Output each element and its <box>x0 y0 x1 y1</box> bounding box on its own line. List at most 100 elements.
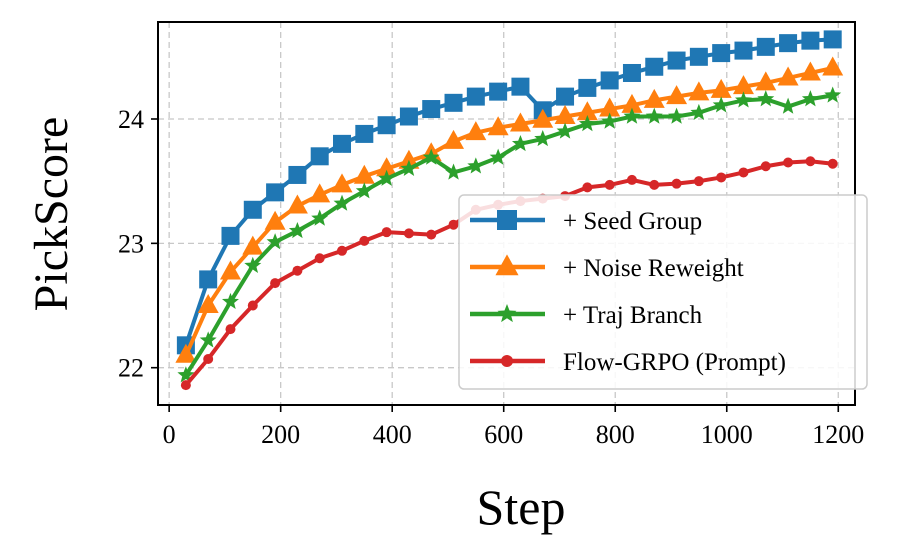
data-point-seed-group <box>422 100 441 119</box>
data-point-seed-group <box>801 31 820 50</box>
data-point-seed-group <box>645 57 664 76</box>
data-point-noise-reweight <box>755 71 777 91</box>
data-point-seed-group <box>823 30 842 49</box>
data-point-noise-reweight <box>688 81 710 101</box>
data-point-flow-grpo-prompt <box>760 161 771 172</box>
legend-swatch-marker <box>501 355 513 367</box>
data-point-flow-grpo-prompt <box>426 229 437 240</box>
data-point-seed-group <box>622 63 641 82</box>
legend-label: + Seed Group <box>563 208 702 235</box>
data-point-flow-grpo-prompt <box>225 324 236 335</box>
data-point-traj-branch <box>690 103 708 120</box>
data-point-seed-group <box>734 41 753 60</box>
data-point-flow-grpo-prompt <box>671 178 682 189</box>
x-axis-title: Step <box>477 479 566 535</box>
data-point-flow-grpo-prompt <box>381 227 392 238</box>
data-point-noise-reweight <box>554 105 576 125</box>
data-point-flow-grpo-prompt <box>805 156 816 167</box>
data-point-flow-grpo-prompt <box>247 300 258 311</box>
data-point-seed-group <box>288 165 307 184</box>
data-point-traj-branch <box>601 112 619 129</box>
x-tick-label: 200 <box>261 420 300 449</box>
data-point-noise-reweight <box>465 121 487 141</box>
legend: + Seed Group + Noise Reweight + Traj Branc… <box>458 194 868 390</box>
data-point-seed-group <box>667 51 686 70</box>
data-point-flow-grpo-prompt <box>292 265 303 276</box>
series-seed-group <box>176 30 842 355</box>
data-point-noise-reweight <box>621 93 643 113</box>
data-point-flow-grpo-prompt <box>448 219 459 230</box>
data-point-traj-branch <box>333 194 351 211</box>
legend-frame <box>458 194 868 390</box>
data-point-traj-branch <box>422 148 440 165</box>
data-point-traj-branch <box>199 331 217 348</box>
x-tick-label: 600 <box>484 420 523 449</box>
y-tick-label: 22 <box>118 354 144 383</box>
data-point-noise-reweight <box>509 112 531 132</box>
data-point-traj-branch <box>734 91 752 108</box>
data-point-noise-reweight <box>666 85 688 105</box>
data-point-noise-reweight <box>643 88 665 108</box>
data-point-flow-grpo-prompt <box>604 179 615 190</box>
x-tick-label: 0 <box>163 420 176 449</box>
data-point-noise-reweight <box>710 78 732 98</box>
data-point-noise-reweight <box>777 66 799 86</box>
legend-label: + Traj Branch <box>563 302 703 329</box>
legend-entry-seed-group: + Seed Group <box>470 208 702 235</box>
data-point-traj-branch <box>355 182 373 199</box>
data-point-seed-group <box>266 183 285 202</box>
data-point-flow-grpo-prompt <box>359 235 370 246</box>
legend-entry-flow-grpo-prompt: Flow-GRPO (Prompt) <box>470 349 786 376</box>
data-point-noise-reweight <box>599 97 621 117</box>
data-point-traj-branch <box>645 107 663 124</box>
data-point-seed-group <box>511 77 530 96</box>
data-point-traj-branch <box>511 134 529 152</box>
data-point-seed-group <box>333 134 352 153</box>
data-point-seed-group <box>689 47 708 66</box>
data-point-noise-reweight <box>242 235 264 255</box>
data-point-seed-group <box>377 116 396 135</box>
data-point-traj-branch <box>222 292 239 310</box>
data-point-traj-branch <box>244 256 262 273</box>
data-point-noise-reweight <box>309 183 331 203</box>
data-point-traj-branch <box>668 107 686 124</box>
data-point-flow-grpo-prompt <box>693 176 704 187</box>
data-point-noise-reweight <box>219 260 241 280</box>
data-point-flow-grpo-prompt <box>403 228 414 239</box>
x-tick-label: 1200 <box>812 420 864 449</box>
data-point-traj-branch <box>712 96 730 113</box>
y-tick-label: 23 <box>118 229 144 258</box>
data-point-traj-branch <box>378 169 396 186</box>
data-point-flow-grpo-prompt <box>738 167 749 178</box>
data-point-flow-grpo-prompt <box>716 172 727 183</box>
data-point-seed-group <box>756 37 775 56</box>
data-point-seed-group <box>712 44 731 63</box>
data-point-noise-reweight <box>353 164 375 184</box>
data-point-traj-branch <box>400 159 418 176</box>
series-noise-reweight <box>175 56 844 363</box>
data-point-flow-grpo-prompt <box>270 278 281 289</box>
data-point-traj-branch <box>177 366 195 383</box>
data-point-seed-group <box>466 87 485 106</box>
data-point-noise-reweight <box>197 294 219 314</box>
data-point-traj-branch <box>467 157 485 174</box>
legend-swatch-marker <box>497 304 517 323</box>
y-tick-label: 24 <box>118 105 144 134</box>
series-traj-branch <box>177 86 842 383</box>
data-point-traj-branch <box>288 221 306 239</box>
data-point-seed-group <box>444 93 463 112</box>
data-point-traj-branch <box>445 163 463 180</box>
data-point-seed-group <box>489 82 508 101</box>
data-point-seed-group <box>199 270 218 289</box>
data-point-flow-grpo-prompt <box>314 253 325 264</box>
data-point-flow-grpo-prompt <box>783 157 794 168</box>
data-point-noise-reweight <box>822 56 844 76</box>
data-point-traj-branch <box>311 209 329 226</box>
data-point-flow-grpo-prompt <box>649 179 660 190</box>
data-point-traj-branch <box>578 115 596 132</box>
data-point-traj-branch <box>801 90 819 107</box>
x-tick-label: 1000 <box>701 420 753 449</box>
data-point-noise-reweight <box>532 108 554 128</box>
data-point-seed-group <box>243 200 262 219</box>
